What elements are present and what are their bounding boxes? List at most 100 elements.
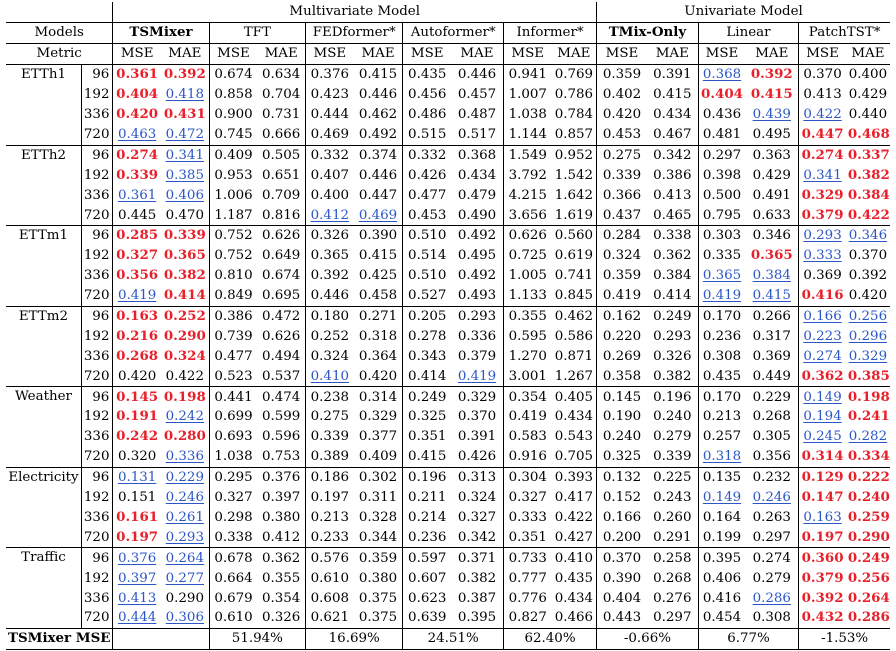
metric-value: 0.213 (304, 507, 354, 528)
table-row: 192 0.404 0.418 0.858 0.704 0.423 0.446 0.456 0.… (6, 84, 890, 105)
metric-value: 0.268 (653, 570, 692, 586)
metric-value: 0.481 (697, 124, 746, 146)
metric-value: 0.432 (798, 608, 846, 629)
horizon-cell: 336 (80, 588, 113, 609)
metric-value: 0.415 (653, 87, 692, 103)
table-row: 192 0.339 0.385 0.953 0.651 0.407 0.446 0.426 0.… (6, 165, 890, 186)
model-name: FEDformer* (304, 22, 403, 44)
metric-value: 0.240 (596, 427, 647, 447)
metric-value: 0.431 (163, 106, 206, 123)
metric-value: 0.492 (358, 127, 398, 143)
metric-value: 0.229 (160, 466, 210, 488)
metric-value: 0.505 (257, 144, 306, 166)
metric-value: 0.375 (358, 590, 398, 606)
metric-value: 0.256 (847, 569, 890, 586)
metric-value: 0.194 (798, 407, 846, 428)
table-row: 192 0.216 0.290 0.739 0.626 0.252 0.318 0.278 0.… (6, 326, 890, 347)
metric-value: 0.256 (845, 305, 890, 327)
horizon-cell: 96 (80, 547, 113, 569)
metric-value: 0.329 (451, 386, 504, 408)
metric-value: 0.252 (304, 326, 354, 347)
metric-value: 0.413 (798, 84, 846, 105)
metric-value: 0.325 (402, 407, 452, 428)
metric-value: 0.705 (554, 449, 594, 465)
metric-value: 0.941 (502, 64, 552, 85)
metric-value: 0.420 (112, 104, 161, 125)
metric-value: 0.266 (745, 305, 799, 327)
metric-value: 0.446 (358, 87, 398, 103)
mse-label: MSE (697, 43, 746, 65)
metric-value: 0.359 (596, 64, 647, 85)
metric-value: 0.229 (745, 386, 799, 408)
metric-value: 0.392 (848, 268, 888, 284)
metric-value: 1.619 (554, 207, 594, 223)
metric-value: 0.436 (697, 104, 746, 125)
metric-value: 0.795 (697, 205, 746, 226)
metric-value: 0.379 (457, 348, 497, 364)
metric-value: 0.214 (402, 507, 452, 528)
metric-value: 0.293 (798, 225, 846, 247)
metric-value: 0.327 (457, 509, 497, 525)
metric-value: 0.410 (551, 547, 597, 569)
metric-value: 0.297 (752, 529, 791, 545)
metric-value: 0.305 (752, 429, 791, 445)
metric-value: 0.279 (752, 570, 791, 586)
metric-value: 0.449 (752, 368, 791, 384)
metric-value: 0.382 (847, 166, 890, 183)
mae-label: MAE (160, 43, 210, 65)
table-row: 192 0.191 0.242 0.699 0.599 0.275 0.329 0.325 0.… (6, 407, 890, 428)
metric-value: 0.784 (554, 107, 594, 123)
metric-value: 0.537 (261, 368, 301, 384)
metric-value: 0.443 (596, 608, 647, 629)
metric-value: 1.270 (502, 346, 552, 367)
metric-value: 0.199 (697, 527, 746, 548)
metric-value: 0.233 (304, 527, 354, 548)
metric-value: 3.656 (502, 205, 552, 226)
metric-value: 0.341 (798, 165, 846, 186)
metric-value: 0.444 (304, 104, 354, 125)
metric-value: 0.198 (160, 386, 210, 408)
metric-value: 0.280 (163, 428, 206, 445)
table-row: 336 0.413 0.290 0.679 0.354 0.608 0.375 0.623 0.… (6, 588, 890, 609)
metric-value: 0.786 (554, 87, 594, 103)
metric-value: 0.293 (165, 529, 204, 545)
metric-value: 0.392 (750, 66, 793, 83)
table-row: 720 0.420 0.422 0.523 0.537 0.410 0.420 0.414 0.… (6, 366, 890, 387)
metric-value: 0.407 (304, 165, 354, 186)
metric-value: 0.327 (208, 487, 258, 508)
table-header: Multivariate Model Univariate Model Models… (6, 2, 890, 65)
metric-value: 0.359 (353, 547, 403, 569)
metric-value: 0.274 (798, 144, 846, 166)
metric-value: 0.404 (596, 588, 647, 609)
metric-value: 0.308 (752, 610, 791, 626)
metric-value: 0.376 (304, 64, 354, 85)
table-row: 720 0.320 0.336 1.038 0.753 0.389 0.409 0.415 0.… (6, 446, 890, 468)
metric-value: 0.453 (596, 124, 647, 146)
metric-value: 0.390 (596, 568, 647, 589)
metric-value: 0.303 (697, 225, 746, 247)
table-row: 336 0.356 0.382 0.810 0.674 0.392 0.425 0.510 0.… (6, 265, 890, 286)
table-row: 336 0.242 0.280 0.693 0.596 0.339 0.377 0.351 0.… (6, 427, 890, 447)
horizon-cell: 96 (80, 225, 113, 247)
metric-value: 0.333 (502, 507, 552, 528)
mse-label: MSE (208, 43, 258, 65)
metric-value: 0.304 (502, 466, 552, 488)
metric-value: 0.479 (457, 187, 497, 203)
metric-value: 0.354 (261, 590, 301, 606)
table-row: 720 0.445 0.470 1.187 0.816 0.412 0.469 0.453 0.… (6, 205, 890, 226)
metric-value: 0.427 (554, 529, 594, 545)
horizon-cell: 336 (80, 185, 113, 206)
header-row-groups: Multivariate Model Univariate Model (6, 2, 890, 23)
metric-value: 0.242 (165, 409, 204, 425)
metric-value: 0.196 (402, 466, 452, 488)
metric-value: 0.351 (402, 427, 452, 447)
metric-value: 0.422 (165, 368, 204, 384)
metric-value: 0.474 (257, 386, 306, 408)
metric-value: 0.131 (112, 466, 161, 488)
table-row: ETTh1 96 0.361 0.392 0.674 0.634 0.376 0.415 0.4… (6, 64, 890, 85)
corner-cell (6, 2, 113, 23)
metric-value: 0.426 (402, 165, 452, 186)
metric-value: 0.290 (847, 528, 890, 545)
metric-value: 0.364 (358, 348, 398, 364)
horizon-cell: 96 (80, 144, 113, 166)
